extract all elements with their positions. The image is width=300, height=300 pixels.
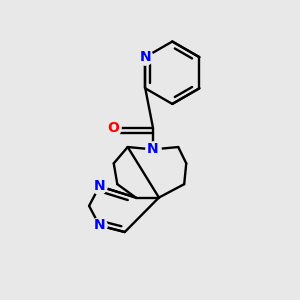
Text: N: N bbox=[140, 50, 151, 64]
Text: N: N bbox=[94, 218, 105, 233]
Text: N: N bbox=[94, 179, 105, 193]
Text: N: N bbox=[147, 142, 159, 156]
Text: O: O bbox=[107, 121, 119, 135]
